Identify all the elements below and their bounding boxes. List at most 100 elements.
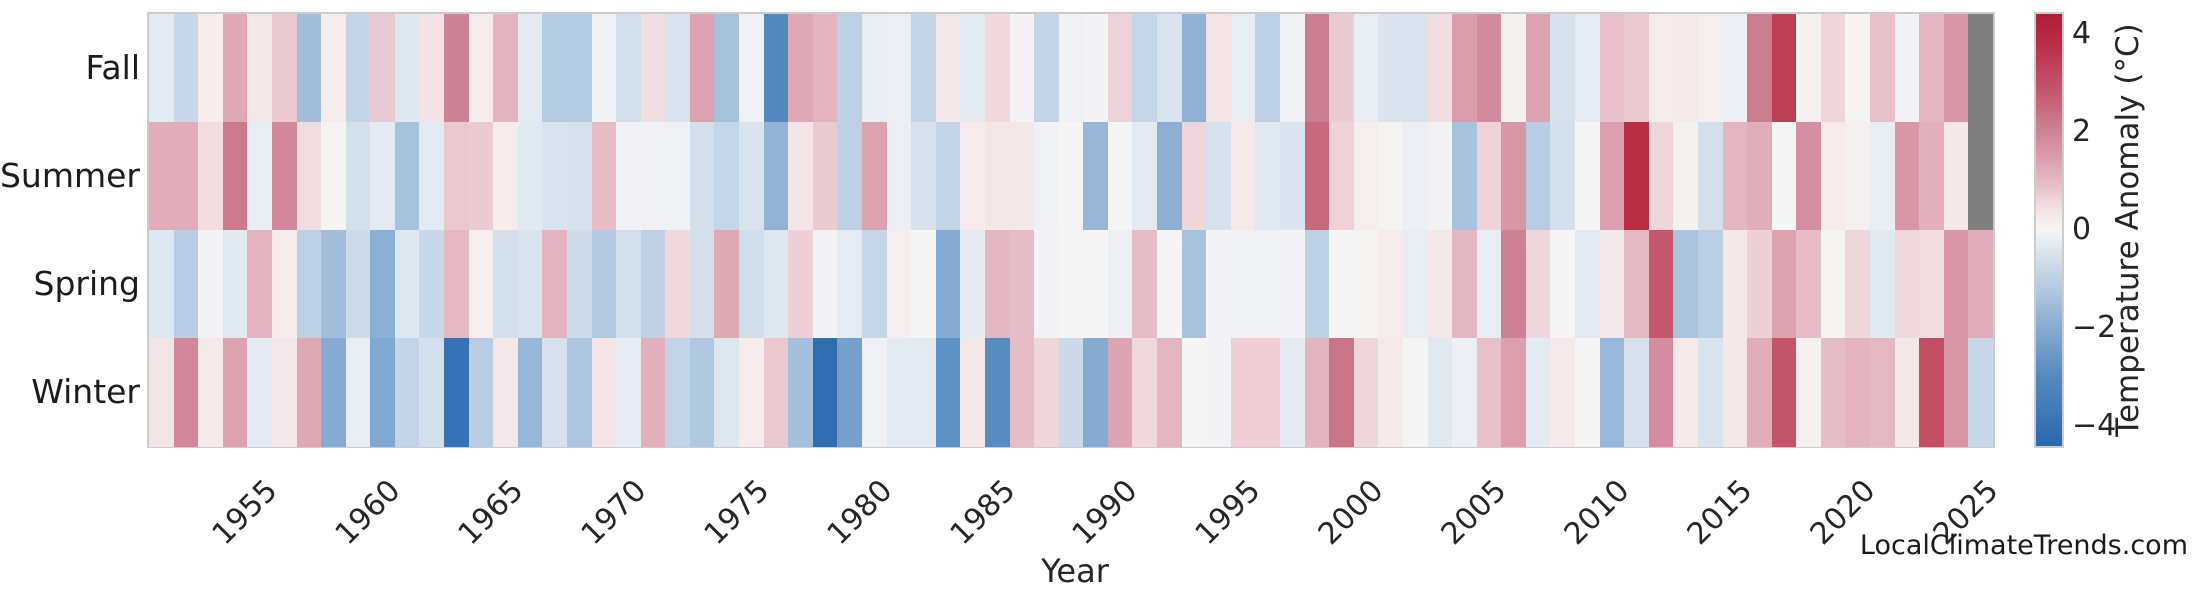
heatmap-cell bbox=[1624, 230, 1650, 339]
heatmap-cell bbox=[542, 338, 568, 447]
heatmap-cell bbox=[1624, 14, 1650, 123]
heatmap-cell bbox=[1673, 338, 1699, 447]
heatmap-cell bbox=[1820, 122, 1846, 231]
heatmap-cell bbox=[1747, 122, 1773, 231]
heatmap-cell bbox=[296, 230, 322, 339]
heatmap-cell bbox=[911, 122, 937, 231]
heatmap-cell bbox=[1058, 338, 1084, 447]
heatmap-cell bbox=[1427, 122, 1453, 231]
colorbar-gradient bbox=[2034, 12, 2064, 448]
heatmap-cell bbox=[1181, 230, 1207, 339]
heatmap-cell bbox=[1353, 14, 1379, 123]
heatmap-cell bbox=[1353, 230, 1379, 339]
heatmap-cell bbox=[763, 338, 789, 447]
heatmap-cell bbox=[640, 338, 666, 447]
heatmap-cell bbox=[1058, 122, 1084, 231]
heatmap-cell bbox=[419, 122, 445, 231]
heatmap-cell bbox=[1550, 338, 1576, 447]
heatmap-cell bbox=[1034, 338, 1060, 447]
heatmap-cell bbox=[1255, 122, 1281, 231]
heatmap-cell bbox=[911, 338, 937, 447]
heatmap-cell bbox=[1501, 230, 1527, 339]
heatmap-cell bbox=[1673, 122, 1699, 231]
heatmap-cell bbox=[1722, 14, 1748, 123]
heatmap-cell bbox=[616, 338, 642, 447]
heatmap-cell bbox=[1575, 230, 1601, 339]
heatmap-cell bbox=[935, 230, 961, 339]
heatmap-cell bbox=[984, 122, 1011, 231]
heatmap-cell bbox=[984, 230, 1011, 339]
heatmap-cell bbox=[444, 14, 470, 123]
heatmap-cell bbox=[1894, 122, 1920, 231]
heatmap-cell bbox=[222, 230, 248, 339]
heatmap-cell bbox=[1181, 338, 1207, 447]
heatmap-cell bbox=[1845, 14, 1871, 123]
heatmap-cell bbox=[271, 122, 297, 231]
heatmap-cell bbox=[591, 338, 617, 447]
heatmap-cell bbox=[1968, 338, 1994, 447]
heatmap-cell bbox=[1058, 230, 1084, 339]
heatmap-cell bbox=[345, 14, 371, 123]
heatmap-cell bbox=[837, 230, 863, 339]
heatmap-cell bbox=[1304, 230, 1330, 339]
heatmap-cell bbox=[1796, 14, 1822, 123]
heatmap-cell bbox=[1796, 122, 1822, 231]
x-tick-2005: 2005 bbox=[1434, 473, 1514, 552]
heatmap-cell bbox=[1525, 122, 1551, 231]
heatmap-cell bbox=[984, 338, 1011, 447]
x-tick-1955: 1955 bbox=[205, 473, 285, 552]
heatmap-cell bbox=[1181, 122, 1207, 231]
x-axis-title: Year bbox=[1041, 552, 1109, 590]
heatmap-cell bbox=[1107, 338, 1133, 447]
heatmap-cell bbox=[640, 122, 666, 231]
heatmap-cell bbox=[1304, 338, 1330, 447]
seasonal-temperature-anomaly-figure: Fall Summer Spring Winter 1955 1960 1965 1970 1… bbox=[0, 12, 2188, 590]
heatmap-cell bbox=[1550, 230, 1576, 339]
heatmap-cell bbox=[1083, 230, 1109, 339]
heatmap-cell bbox=[1329, 14, 1355, 123]
heatmap-cell bbox=[1157, 122, 1183, 231]
heatmap-plot-area bbox=[147, 12, 1995, 448]
heatmap-cell bbox=[517, 230, 543, 339]
heatmap-cell bbox=[1870, 122, 1896, 231]
heatmap-cell bbox=[1550, 122, 1576, 231]
heatmap-cell bbox=[1034, 14, 1060, 123]
heatmap-cell bbox=[394, 230, 420, 339]
row-label-summer: Summer bbox=[0, 156, 140, 195]
heatmap-cell bbox=[837, 122, 863, 231]
heatmap-cell bbox=[493, 338, 519, 447]
heatmap-cell bbox=[1157, 230, 1183, 339]
heatmap-cell bbox=[862, 230, 888, 339]
heatmap-cell bbox=[419, 338, 445, 447]
heatmap-cell bbox=[1279, 122, 1306, 231]
heatmap-cell bbox=[1206, 338, 1232, 447]
heatmap-cell bbox=[1697, 230, 1724, 339]
x-tick-1990: 1990 bbox=[1066, 473, 1145, 552]
heatmap-cell bbox=[837, 338, 863, 447]
heatmap-cell bbox=[419, 230, 445, 339]
heatmap-cell bbox=[1230, 122, 1256, 231]
x-tick-2000: 2000 bbox=[1311, 473, 1391, 552]
heatmap-cell bbox=[271, 14, 297, 123]
heatmap-cell bbox=[149, 14, 175, 123]
heatmap-cell bbox=[1378, 338, 1404, 447]
heatmap-cell bbox=[149, 122, 175, 231]
heatmap-cell bbox=[1427, 338, 1453, 447]
row-label-fall: Fall bbox=[85, 48, 140, 87]
heatmap-cell bbox=[517, 14, 543, 123]
heatmap-cell bbox=[1378, 14, 1404, 123]
heatmap-cell bbox=[763, 122, 789, 231]
heatmap-cell bbox=[1501, 338, 1527, 447]
heatmap-cell bbox=[1771, 338, 1797, 447]
heatmap-cell bbox=[1599, 122, 1625, 231]
heatmap-cell bbox=[1919, 122, 1945, 231]
heatmap-cell bbox=[1845, 122, 1871, 231]
heatmap-cell bbox=[173, 122, 199, 231]
heatmap-cell bbox=[714, 14, 740, 123]
heatmap-cell bbox=[1279, 14, 1306, 123]
heatmap-cell bbox=[1870, 14, 1896, 123]
watermark-text: LocalClimateTrends.com bbox=[1859, 530, 2188, 561]
heatmap-cell bbox=[1722, 338, 1748, 447]
heatmap-cell bbox=[1919, 338, 1945, 447]
heatmap-cell bbox=[1575, 14, 1601, 123]
